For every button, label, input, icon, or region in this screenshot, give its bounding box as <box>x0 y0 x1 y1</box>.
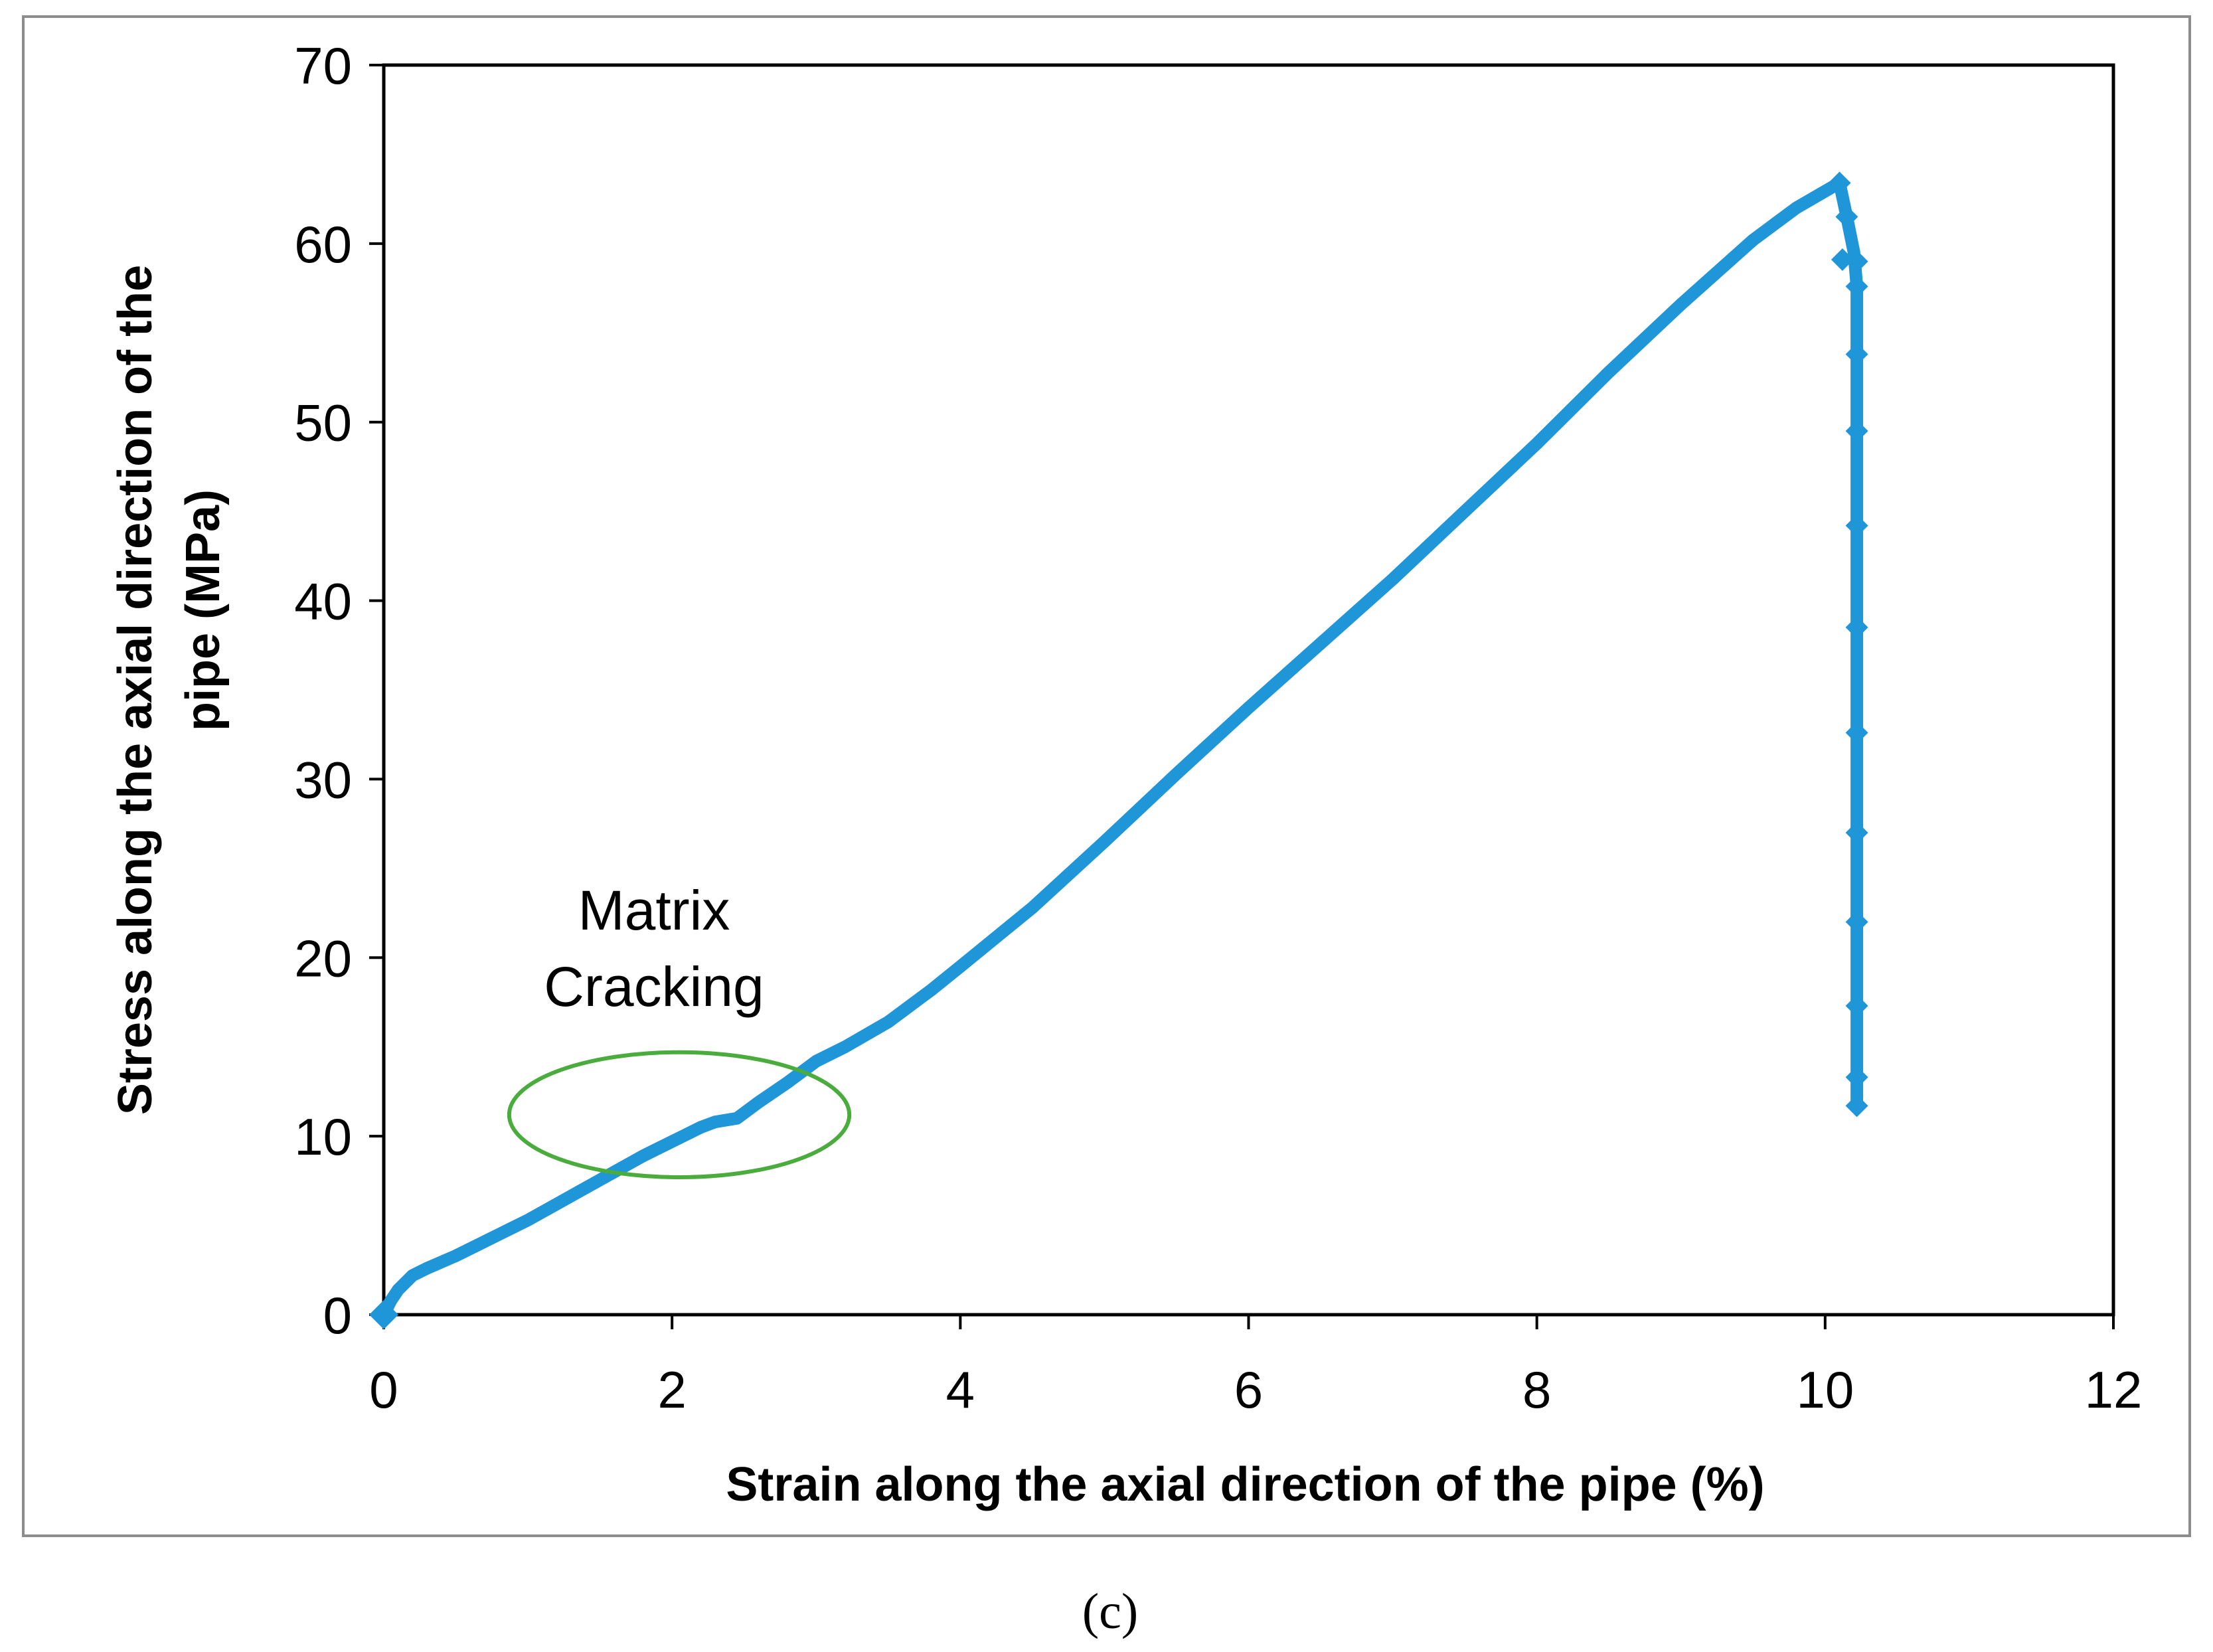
x-tick-label: 4 <box>946 1361 975 1419</box>
figure-frame <box>22 15 2191 1537</box>
y-axis-title-line-1: Stress along the axial direction of the <box>109 265 162 1115</box>
x-tick-label: 10 <box>1796 1361 1854 1419</box>
data-point-marker <box>1845 994 1868 1017</box>
data-point-marker <box>1845 910 1868 934</box>
y-tick-label: 70 <box>294 37 352 95</box>
data-point-marker <box>1845 275 1868 298</box>
y-axis-title-line-2: pipe (MPa) <box>177 489 230 731</box>
y-tick-label: 60 <box>294 215 352 274</box>
y-tick-label: 10 <box>294 1108 352 1166</box>
series-markers <box>369 171 1868 1329</box>
series-line-stress-strain <box>377 176 1864 1321</box>
data-point-marker <box>1845 343 1868 366</box>
figure-caption: (c) <box>1082 1584 1138 1639</box>
y-tick-label: 40 <box>294 572 352 631</box>
x-tick-label: 12 <box>2085 1361 2143 1419</box>
matrix-cracking-ellipse <box>507 1050 852 1179</box>
annotation-line-2: Cracking <box>544 955 764 1018</box>
data-point-marker <box>1845 1066 1868 1089</box>
data-point-marker <box>1835 205 1858 228</box>
y-tick-label: 50 <box>294 394 352 452</box>
data-point-marker <box>1845 514 1868 537</box>
x-axis-ticks: 0 2 4 6 8 10 12 <box>369 1315 2142 1419</box>
x-tick-label: 6 <box>1234 1361 1263 1419</box>
data-point-marker <box>369 1300 398 1329</box>
x-axis-title: Strain along the axial direction of the … <box>726 1458 1764 1511</box>
x-tick-label: 2 <box>657 1361 686 1419</box>
y-tick-label: 30 <box>294 750 352 809</box>
data-point-marker <box>1845 420 1868 443</box>
data-point-marker <box>1845 616 1868 639</box>
data-point-marker <box>1828 171 1851 195</box>
x-tick-label: 0 <box>369 1361 398 1419</box>
annotation-line-1: Matrix <box>578 879 730 942</box>
data-point-marker <box>1845 721 1868 744</box>
y-tick-label: 20 <box>294 929 352 987</box>
data-point-marker <box>1831 248 1854 272</box>
x-tick-label: 8 <box>1522 1361 1551 1419</box>
data-point-marker <box>1845 250 1868 273</box>
data-point-marker <box>1845 1094 1868 1117</box>
y-axis-ticks: 0 10 20 30 40 50 60 70 <box>294 37 384 1345</box>
data-point-marker <box>1845 821 1868 845</box>
y-tick-label: 0 <box>323 1286 352 1345</box>
